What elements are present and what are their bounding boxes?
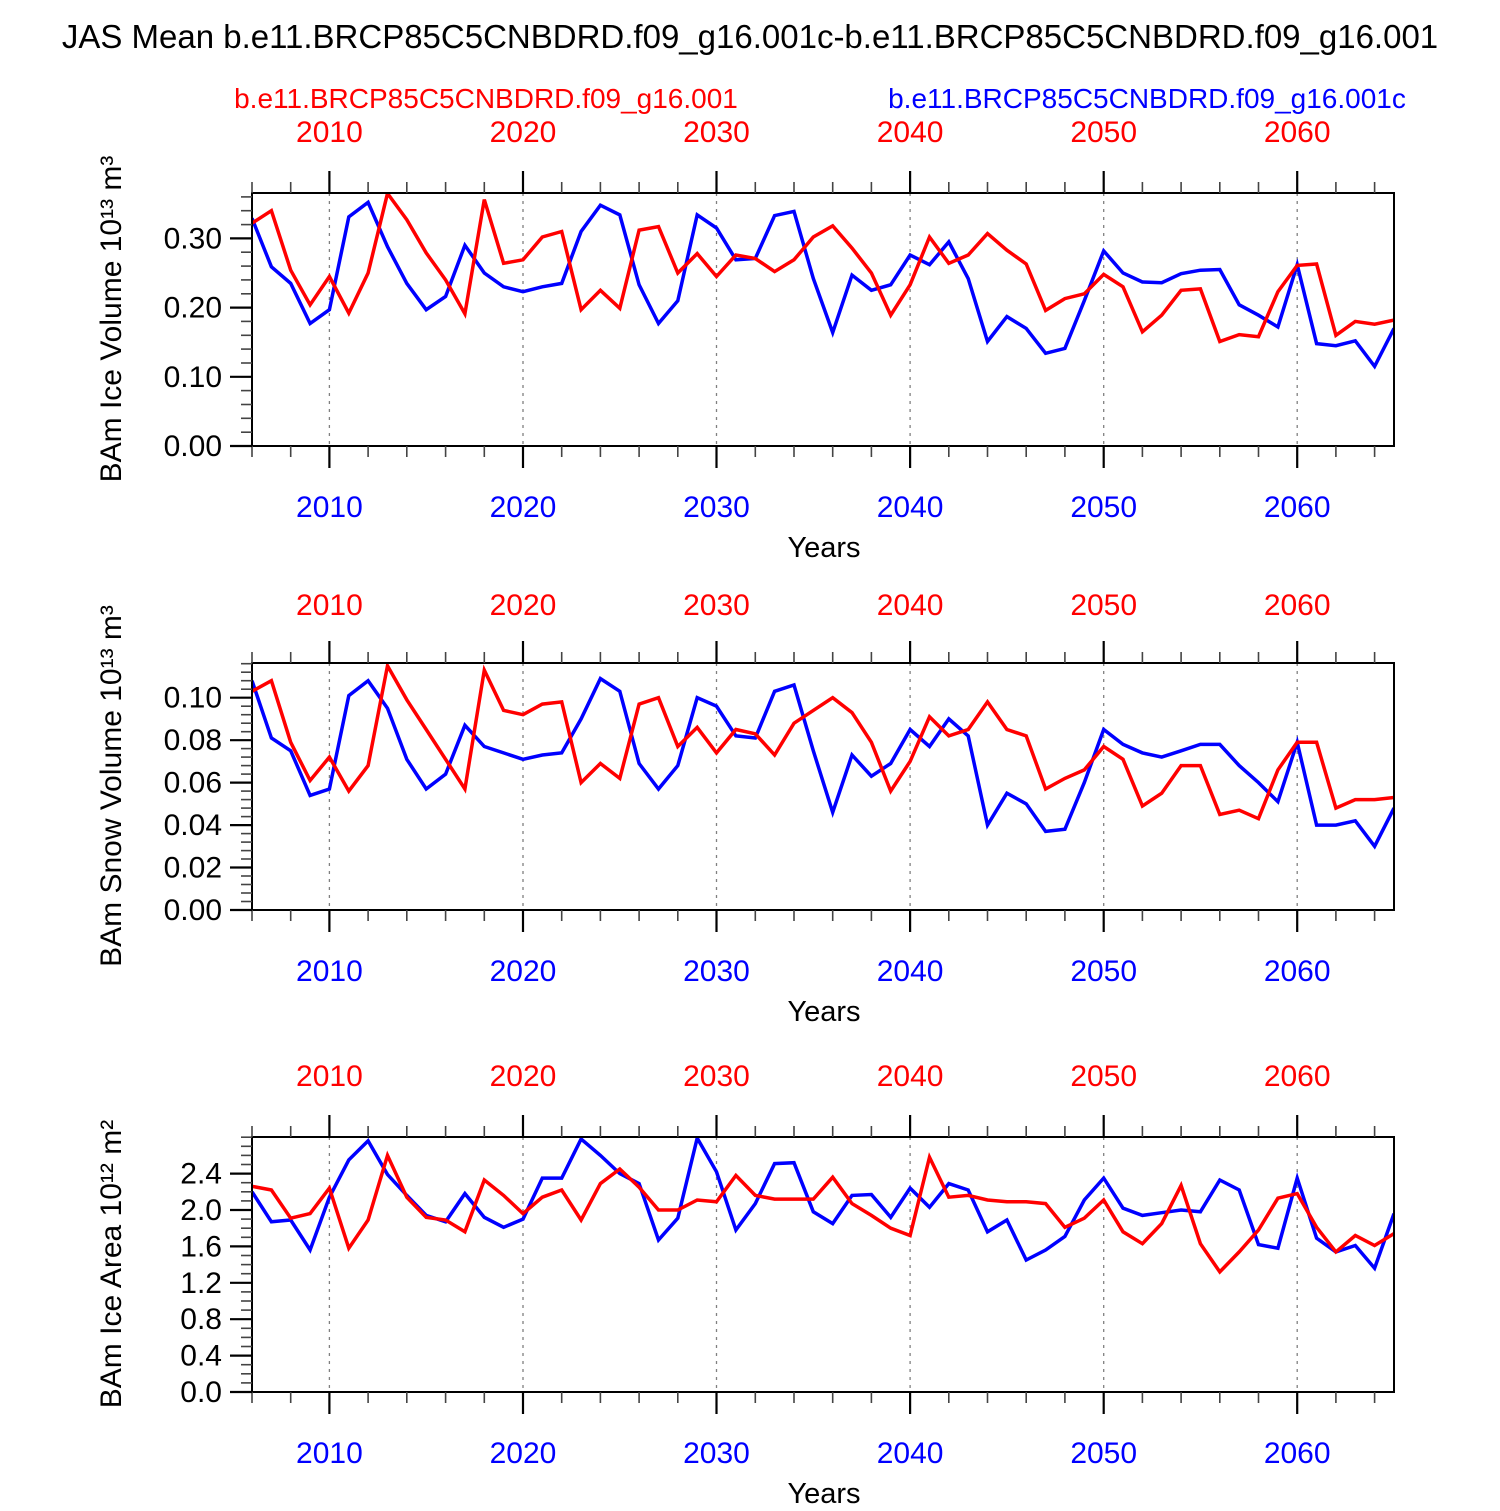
x-tick-label-top: 2010 bbox=[296, 1060, 363, 1093]
x-axis-title-panel3: Years bbox=[787, 1478, 861, 1510]
x-tick-label-top: 2040 bbox=[877, 589, 944, 622]
x-tick-label-bottom: 2060 bbox=[1264, 491, 1331, 524]
x-tick-label-top: 2060 bbox=[1264, 1060, 1331, 1093]
x-tick-label-bottom: 2020 bbox=[490, 491, 557, 524]
x-tick-label-bottom: 2040 bbox=[877, 1437, 944, 1470]
plot-frame bbox=[251, 1136, 1395, 1393]
y-tick-label: 0.06 bbox=[164, 767, 222, 800]
y-tick-label: 0.02 bbox=[164, 852, 222, 885]
legend-blue-series-label: b.e11.BRCP85C5CNBDRD.f09_g16.001c bbox=[888, 83, 1406, 114]
y-tick-label: 0.20 bbox=[164, 292, 222, 325]
x-tick-label-top: 2010 bbox=[296, 589, 363, 622]
y-tick-label: 1.2 bbox=[180, 1267, 222, 1300]
chart-title: JAS Mean b.e11.BRCP85C5CNBDRD.f09_g16.00… bbox=[61, 18, 1439, 55]
x-tick-label-bottom: 2050 bbox=[1070, 955, 1137, 988]
x-tick-label-bottom: 2010 bbox=[296, 955, 363, 988]
x-tick-label-top: 2010 bbox=[296, 116, 363, 149]
x-tick-label-bottom: 2060 bbox=[1264, 1437, 1331, 1470]
x-axis-title-panel2: Years bbox=[787, 996, 861, 1028]
blue-series-line bbox=[252, 676, 1394, 850]
x-tick-label-bottom: 2010 bbox=[296, 1437, 363, 1470]
x-tick-label-bottom: 2050 bbox=[1070, 491, 1137, 524]
y-tick-label: 0.10 bbox=[164, 361, 222, 394]
red-series-line bbox=[252, 663, 1394, 822]
x-tick-label-bottom: 2030 bbox=[683, 1437, 750, 1470]
x-tick-label-top: 2030 bbox=[683, 589, 750, 622]
x-tick-label-bottom: 2040 bbox=[877, 491, 944, 524]
x-tick-label-bottom: 2060 bbox=[1264, 955, 1331, 988]
x-tick-label-top: 2050 bbox=[1070, 1060, 1137, 1093]
y-tick-label: 2.0 bbox=[180, 1194, 222, 1227]
x-tick-label-top: 2030 bbox=[683, 116, 750, 149]
y-tick-label: 0.00 bbox=[164, 430, 222, 463]
x-tick-label-bottom: 2020 bbox=[490, 955, 557, 988]
y-tick-label: 2.4 bbox=[180, 1158, 222, 1191]
x-tick-label-bottom: 2030 bbox=[683, 955, 750, 988]
y-tick-label: 0.8 bbox=[180, 1303, 222, 1336]
x-tick-label-top: 2020 bbox=[490, 589, 557, 622]
x-axis-title-panel1: Years bbox=[787, 532, 861, 564]
y-axis-title-ice-area: BAm Ice Area 10¹² m² bbox=[95, 1119, 128, 1409]
y-tick-label: 0.30 bbox=[164, 222, 222, 255]
blue-series-line bbox=[252, 199, 1394, 370]
x-tick-label-top: 2040 bbox=[877, 1060, 944, 1093]
plot-frame bbox=[251, 192, 1395, 447]
x-tick-label-bottom: 2040 bbox=[877, 955, 944, 988]
y-tick-label: 0.10 bbox=[164, 682, 222, 715]
x-tick-label-top: 2040 bbox=[877, 116, 944, 149]
y-tick-label: 0.0 bbox=[180, 1376, 222, 1409]
y-tick-label: 0.00 bbox=[164, 894, 222, 927]
x-tick-label-top: 2030 bbox=[683, 1060, 750, 1093]
y-tick-label: 0.08 bbox=[164, 724, 222, 757]
plot-frame bbox=[251, 662, 1395, 911]
y-axis-title-ice-volume: BAm Ice Volume 10¹³ m³ bbox=[95, 155, 128, 483]
y-tick-label: 1.6 bbox=[180, 1230, 222, 1263]
x-tick-label-top: 2060 bbox=[1264, 116, 1331, 149]
red-series-line bbox=[252, 1150, 1394, 1275]
blue-series-line bbox=[252, 1137, 1394, 1272]
red-series-line bbox=[252, 193, 1394, 344]
x-tick-label-top: 2060 bbox=[1264, 589, 1331, 622]
y-axis-title-snow-volume: BAm Snow Volume 10¹³ m³ bbox=[95, 605, 128, 967]
x-tick-label-bottom: 2030 bbox=[683, 491, 750, 524]
x-tick-label-top: 2050 bbox=[1070, 589, 1137, 622]
x-tick-label-top: 2020 bbox=[490, 1060, 557, 1093]
x-tick-label-bottom: 2050 bbox=[1070, 1437, 1137, 1470]
x-tick-label-top: 2020 bbox=[490, 116, 557, 149]
x-tick-label-bottom: 2010 bbox=[296, 491, 363, 524]
y-tick-label: 0.04 bbox=[164, 809, 222, 842]
y-tick-label: 0.4 bbox=[180, 1340, 222, 1373]
x-tick-label-bottom: 2020 bbox=[490, 1437, 557, 1470]
x-tick-label-top: 2050 bbox=[1070, 116, 1137, 149]
legend-red-series-label: b.e11.BRCP85C5CNBDRD.f09_g16.001 bbox=[234, 83, 738, 114]
